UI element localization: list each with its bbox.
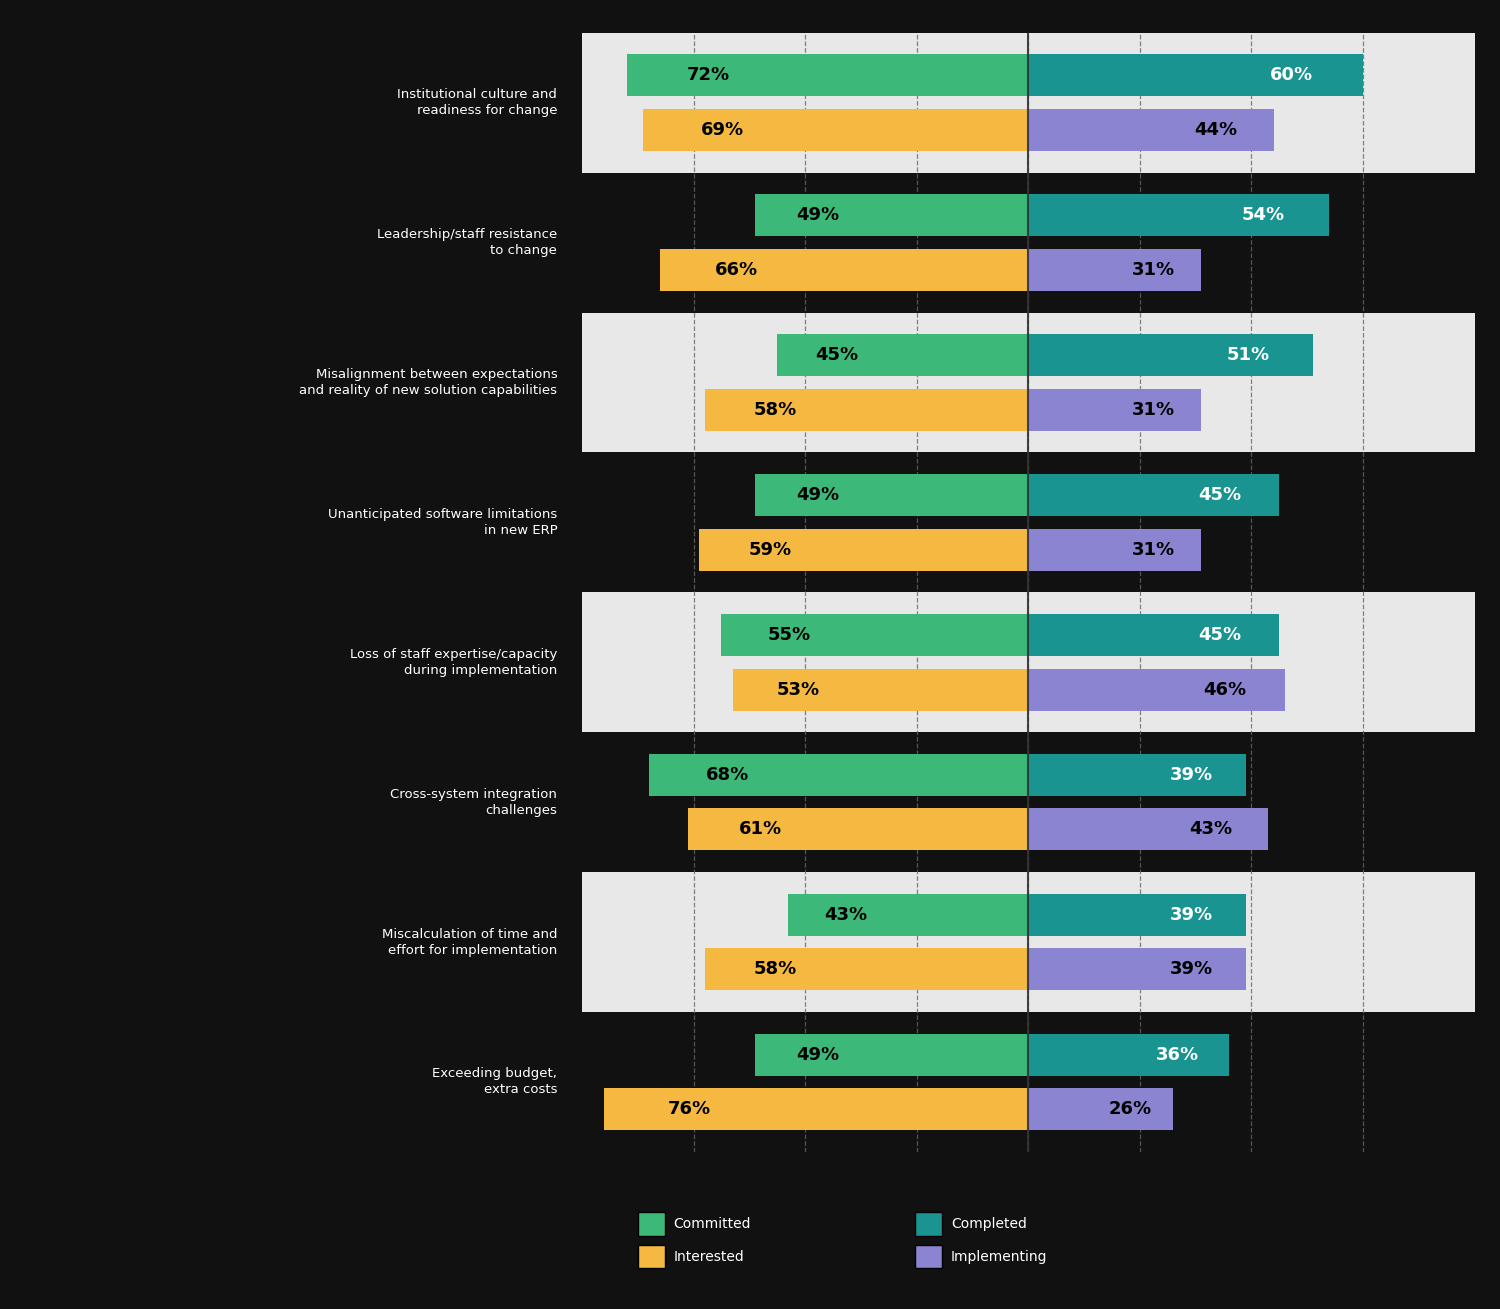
Text: 58%: 58% [753,401,796,419]
Text: 58%: 58% [753,961,796,978]
Bar [660,249,1029,291]
Bar [1029,754,1246,796]
Bar [582,453,1474,592]
Bar [754,194,1029,237]
Text: 31%: 31% [1132,260,1174,279]
Bar [1029,669,1286,711]
Text: 36%: 36% [1156,1046,1198,1064]
Bar [1029,1034,1228,1076]
Text: Interested: Interested [674,1250,744,1263]
Text: Miscalculation of time and
effort for implementation: Miscalculation of time and effort for im… [382,928,558,957]
Bar [1029,194,1329,237]
Text: 46%: 46% [1203,681,1246,699]
Text: 45%: 45% [1198,486,1242,504]
Bar [777,334,1029,376]
Text: 39%: 39% [1170,961,1214,978]
Bar [1029,389,1202,431]
Bar [582,33,1474,173]
Text: Cross-system integration
challenges: Cross-system integration challenges [390,788,558,817]
Bar [1029,614,1280,656]
Text: 31%: 31% [1132,541,1174,559]
Bar [627,55,1029,97]
Bar [688,809,1029,851]
Text: 72%: 72% [687,67,730,84]
Text: 53%: 53% [777,681,820,699]
Bar [705,389,1029,431]
Text: Unanticipated software limitations
in new ERP: Unanticipated software limitations in ne… [328,508,558,537]
Text: 68%: 68% [706,766,748,784]
Bar [1029,474,1280,516]
Text: 44%: 44% [1194,120,1237,139]
Bar [699,529,1029,571]
Text: 76%: 76% [668,1101,711,1118]
Bar [582,872,1474,1012]
Bar [582,732,1474,872]
Text: 45%: 45% [1198,626,1242,644]
Text: Misalignment between expectations
and reality of new solution capabilities: Misalignment between expectations and re… [300,368,558,397]
Text: 49%: 49% [796,486,838,504]
Bar [1029,894,1246,936]
Text: 66%: 66% [716,260,759,279]
Bar [1029,529,1202,571]
Text: 43%: 43% [1190,821,1231,839]
Text: 55%: 55% [768,626,810,644]
Text: 60%: 60% [1269,67,1312,84]
Text: 49%: 49% [796,1046,838,1064]
Text: Loss of staff expertise/capacity
during implementation: Loss of staff expertise/capacity during … [350,648,558,677]
Bar [1029,109,1274,151]
Bar [705,948,1029,991]
Bar [1029,55,1364,97]
Bar [582,313,1474,453]
Text: Implementing: Implementing [951,1250,1047,1263]
Text: 39%: 39% [1170,766,1214,784]
Bar [644,109,1029,151]
Text: 49%: 49% [796,207,838,224]
Bar [1029,334,1312,376]
Bar [582,173,1474,313]
Text: Institutional culture and
readiness for change: Institutional culture and readiness for … [398,88,558,118]
Text: 61%: 61% [740,821,782,839]
Text: Committed: Committed [674,1217,752,1230]
Text: 51%: 51% [1227,346,1270,364]
Bar [582,1012,1474,1152]
Bar [604,1088,1029,1130]
Text: 69%: 69% [700,120,744,139]
Text: 45%: 45% [815,346,858,364]
Text: 26%: 26% [1108,1101,1152,1118]
Text: Exceeding budget,
extra costs: Exceeding budget, extra costs [432,1067,558,1097]
Text: 39%: 39% [1170,906,1214,924]
Text: Completed: Completed [951,1217,1028,1230]
Bar [1029,1088,1173,1130]
Bar [1029,809,1268,851]
Bar [650,754,1029,796]
Text: 31%: 31% [1132,401,1174,419]
Text: 54%: 54% [1240,207,1284,224]
Bar [754,1034,1029,1076]
Bar [582,592,1474,732]
Text: 43%: 43% [825,906,867,924]
Bar [722,614,1029,656]
Bar [1029,249,1202,291]
Text: Leadership/staff resistance
to change: Leadership/staff resistance to change [376,228,558,257]
Bar [789,894,1029,936]
Bar [1029,948,1246,991]
Bar [754,474,1029,516]
Bar [732,669,1029,711]
Text: 59%: 59% [748,541,792,559]
